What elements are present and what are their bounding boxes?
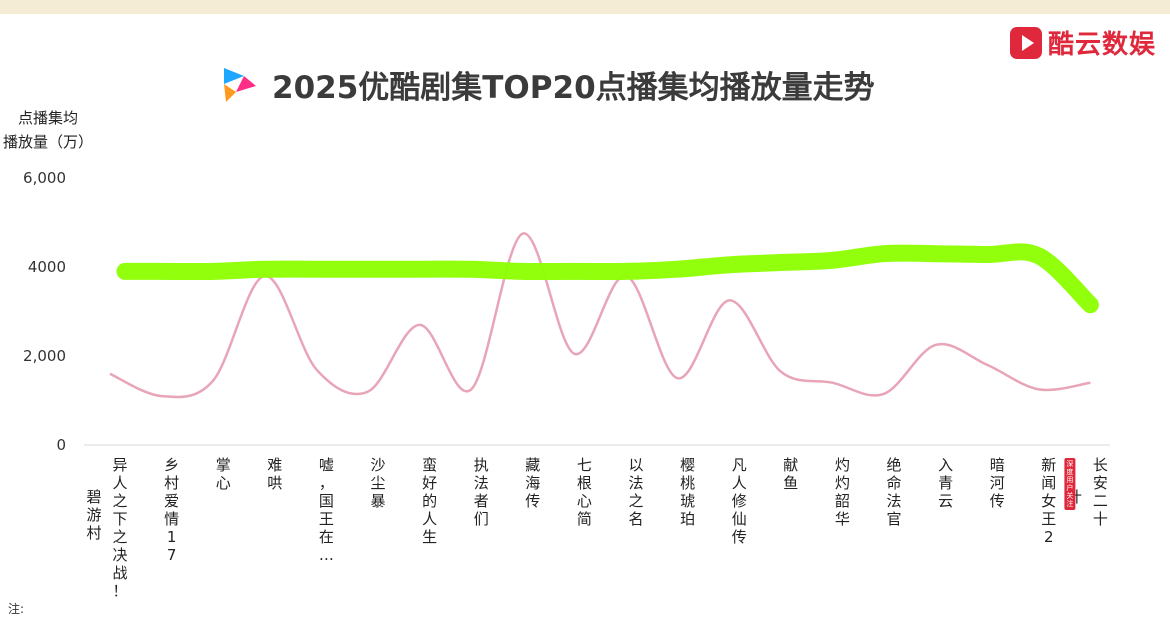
x-tick-label: 嘘，国王在… [319,456,334,564]
x-tick-label: 樱桃琥珀 [680,456,695,528]
footnote: 注: [8,600,24,617]
x-tick-label: 凡人修仙传 [732,456,747,546]
y-tick-label: 6,000 [23,169,66,187]
badge-text: 深度用户关注 [1066,459,1073,508]
y-tick-label: 0 [56,436,66,454]
x-tick-label: 沙尘暴 [370,456,385,510]
x-tick-label: 藏海传 [525,456,540,510]
x-tick-label: 以法之名 [628,456,643,528]
x-tick-label: 碧游村 [86,488,101,542]
x-tick-label: 暗河传 [990,456,1005,510]
x-tick-label: 难哄 [267,456,282,492]
y-tick-label: 4000 [28,258,66,276]
y-tick-label: 2,000 [23,347,66,365]
x-tick-label: 异人之下之决战！ [112,456,127,600]
x-tick-label: 绝命法官 [886,456,901,528]
x-tick-label: 执法者们 [474,456,489,528]
x-tick-label: 献鱼 [783,456,798,492]
x-tick-label: 灼灼韶华 [835,456,850,528]
x-tick-label: 入青云 [938,456,953,510]
x-tick-label: 七根心简 [577,456,592,528]
x-tick-label: 长安二十 [1093,456,1108,528]
x-tick-label: 蛮好的人生 [422,456,437,546]
x-tick-label: 掌心 [216,456,231,492]
